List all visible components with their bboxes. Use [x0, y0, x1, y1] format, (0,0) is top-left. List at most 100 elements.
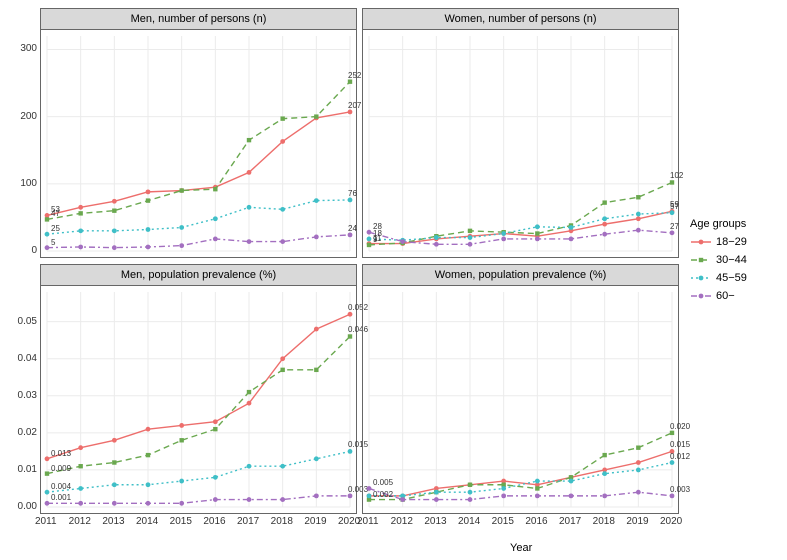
series-point	[45, 217, 49, 221]
endpoint-label-right: 0.015	[670, 440, 690, 449]
series-point	[78, 205, 83, 210]
endpoint-label-left: 28	[373, 222, 382, 231]
series-line-30-44	[369, 182, 672, 244]
series-point	[179, 188, 183, 192]
series-point	[213, 497, 218, 502]
series-point	[45, 245, 50, 250]
x-tick-label: 2014	[458, 516, 480, 527]
series-point	[280, 368, 284, 372]
series-point	[670, 230, 675, 235]
chart-grid: Men, number of persons (n)53472552072527…	[0, 0, 787, 560]
series-point	[247, 497, 252, 502]
legend-label: 18−29	[716, 236, 747, 248]
plot-area	[41, 30, 356, 257]
endpoint-label-right: 76	[348, 189, 357, 198]
series-point	[45, 213, 50, 218]
series-line-18-29	[47, 112, 350, 215]
legend-item: 60−	[690, 288, 747, 304]
legend-swatch	[690, 235, 712, 249]
legend-title: Age groups	[690, 218, 747, 230]
series-line-60-	[47, 235, 350, 248]
series-point	[213, 475, 218, 480]
endpoint-label-right: 207	[348, 101, 361, 110]
series-point	[602, 471, 607, 476]
series-point	[636, 468, 641, 473]
series-point	[367, 486, 372, 491]
series-line-45-59	[369, 213, 672, 241]
series-point	[434, 497, 439, 502]
series-point	[247, 170, 252, 175]
series-point	[112, 208, 116, 212]
x-tick-label: 2018	[271, 516, 293, 527]
y-tick-label: 0.02	[7, 427, 37, 438]
series-point	[146, 482, 151, 487]
series-point	[146, 427, 151, 432]
series-point	[636, 445, 640, 449]
x-tick-label: 2017	[237, 516, 259, 527]
series-point	[367, 237, 372, 242]
series-point	[367, 493, 372, 498]
series-point	[112, 460, 116, 464]
series-point	[247, 138, 251, 142]
series-point	[179, 438, 183, 442]
panel-title: Women, population prevalence (%)	[363, 265, 678, 286]
series-point	[400, 239, 405, 244]
y-tick-label: 0.00	[7, 501, 37, 512]
series-point	[314, 234, 319, 239]
series-point	[314, 114, 318, 118]
series-point	[348, 312, 353, 317]
series-point	[247, 464, 252, 469]
series-point	[78, 486, 83, 491]
series-point	[636, 195, 640, 199]
legend-swatch	[690, 253, 712, 267]
series-point	[434, 490, 439, 495]
series-point	[348, 198, 353, 203]
series-point	[670, 431, 674, 435]
series-point	[78, 228, 83, 233]
series-point	[213, 419, 218, 424]
series-point	[535, 237, 540, 242]
panel-women_n: Women, number of persons (n)119182859102…	[362, 8, 679, 258]
series-point	[45, 456, 50, 461]
x-tick-label: 2019	[626, 516, 648, 527]
x-tick-label: 2011	[35, 516, 57, 527]
series-point	[367, 230, 372, 235]
series-line-18-29	[47, 314, 350, 459]
series-point	[468, 483, 472, 487]
x-tick-label: 2018	[593, 516, 615, 527]
endpoint-label-left: 0.001	[51, 493, 71, 502]
endpoint-label-right: 0.012	[670, 452, 690, 461]
x-tick-label: 2014	[136, 516, 158, 527]
series-point	[280, 464, 285, 469]
series-point	[314, 456, 319, 461]
y-tick-label: 200	[7, 111, 37, 122]
endpoint-label-right: 0.020	[670, 422, 690, 431]
series-point	[280, 497, 285, 502]
x-tick-label: 2016	[203, 516, 225, 527]
panel-men_p: Men, population prevalence (%)0.0130.009…	[40, 264, 357, 514]
legend-item: 18−29	[690, 234, 747, 250]
series-point	[501, 486, 506, 491]
series-point	[602, 232, 607, 237]
series-point	[501, 493, 506, 498]
series-point	[146, 453, 150, 457]
endpoint-label-left: 5	[51, 238, 55, 247]
series-point	[468, 242, 473, 247]
series-line-30-44	[47, 82, 350, 220]
series-point	[179, 225, 184, 230]
endpoint-label-right: 102	[670, 171, 683, 180]
endpoint-label-left: 0.009	[51, 464, 71, 473]
series-line-18-29	[369, 451, 672, 495]
series-point	[247, 239, 252, 244]
series-point	[569, 225, 574, 230]
panel-title: Men, number of persons (n)	[41, 9, 356, 30]
series-point	[314, 198, 319, 203]
series-point	[112, 199, 117, 204]
x-tick-label: 2015	[170, 516, 192, 527]
y-tick-label: 0.01	[7, 464, 37, 475]
series-point	[348, 79, 352, 83]
series-point	[670, 460, 675, 465]
series-point	[45, 471, 49, 475]
legend-item: 45−59	[690, 270, 747, 286]
series-point	[78, 445, 83, 450]
